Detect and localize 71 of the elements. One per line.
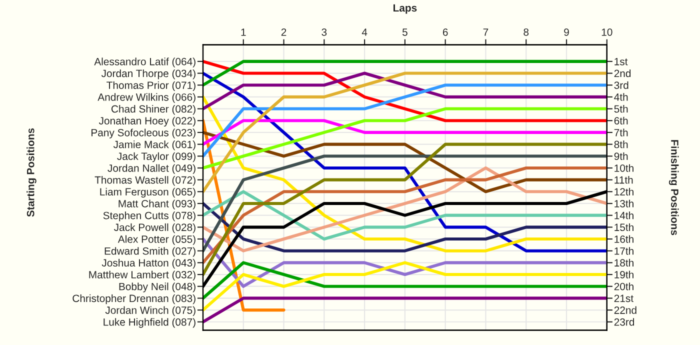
category-label: Liam Ferguson (065) — [100, 188, 196, 198]
y2-tick-label: 12th — [614, 188, 634, 196]
x-tick-label: 7 — [483, 28, 488, 36]
y2-tick-label: 23rd — [614, 318, 634, 326]
x-tick-label: 8 — [524, 28, 529, 36]
y2-tick-label: 16th — [614, 235, 634, 243]
category-label: Chad Shiner (082) — [111, 105, 196, 115]
category-label: Edward Smith (027) — [104, 247, 196, 257]
category-label: Matt Chant (093) — [118, 200, 196, 210]
category-label: Matthew Lambert (032) — [89, 270, 196, 280]
category-label: Andrew Wilkins (066) — [98, 93, 196, 103]
category-label: Stephen Cutts (078) — [103, 212, 196, 222]
line-series — [203, 60, 607, 122]
category-label: Alex Potter (055) — [118, 235, 196, 245]
y2-tick-label: 14th — [614, 212, 634, 220]
line-series — [203, 190, 607, 241]
y2-tick-label: 22nd — [614, 306, 636, 314]
category-label: Luke Highfield (087) — [104, 318, 196, 328]
x-tick-label: 4 — [362, 28, 368, 36]
y2-tick-label: 4th — [614, 93, 628, 101]
y2-tick-label: 11th — [614, 176, 633, 184]
line-series — [203, 84, 607, 158]
y2-tick-label: 3rd — [614, 81, 628, 89]
y2-tick-label: 13th — [614, 200, 634, 208]
x-tick-label: 3 — [322, 28, 327, 36]
x-tick-label: 5 — [402, 28, 408, 36]
y2-tick-label: 6th — [614, 116, 628, 124]
y2-tick-label: 20th — [614, 282, 634, 290]
line-series — [203, 130, 607, 194]
category-label: Jordan Winch (075) — [105, 306, 196, 316]
y2-tick-label: 10th — [614, 164, 634, 172]
line-series — [203, 261, 607, 300]
category-label: Joshua Hatton (043) — [102, 258, 196, 269]
category-label: Bobby Neil (048) — [119, 282, 196, 292]
text: Starting Positions — [26, 128, 36, 217]
category-label: Alessandro Latif (064) — [94, 58, 196, 68]
line-series — [203, 107, 607, 170]
y2-tick-label: 9th — [614, 152, 628, 160]
y2-tick-label: 15th — [614, 223, 634, 232]
category-label: Pany Sofocleous (023) — [92, 128, 196, 138]
x-tick-label: 6 — [442, 28, 448, 36]
category-label: Jack Powell (028) — [114, 223, 196, 234]
y2-tick-label: 7th — [614, 128, 628, 136]
y2-tick-label: 5th — [614, 105, 628, 113]
x-tick-label: 9 — [564, 28, 569, 36]
x-tick-label: 1 — [241, 28, 246, 36]
y2-tick-label: 18th — [614, 258, 634, 267]
category-label: Christopher Drennan (083) — [72, 294, 196, 304]
line-series — [203, 261, 607, 312]
line-series — [203, 72, 607, 194]
x-tick-label: 10 — [602, 28, 612, 36]
line-series — [203, 202, 607, 252]
category-label: Jordan Nallet (049) — [108, 164, 196, 174]
line-series — [203, 72, 607, 110]
category-label: Jonathan Hoey (022) — [98, 116, 196, 127]
category-label: Jack Taylor (099) — [117, 152, 196, 162]
y2-tick-label: 2nd — [614, 69, 631, 78]
line-series — [203, 237, 607, 288]
category-label: Thomas Prior (071) — [106, 81, 196, 92]
line-series — [203, 142, 607, 276]
category-label: Jamie Mack (061) — [113, 140, 196, 150]
y2-axis-title: Finishing Positions — [668, 140, 679, 236]
y2-tick-label: 19th — [614, 270, 634, 278]
x-axis-title: Laps — [393, 4, 417, 14]
y2-tick-label: 17th — [614, 247, 634, 255]
y2-tick-label: 8th — [614, 140, 628, 148]
category-label: Thomas Wastell (072) — [94, 176, 196, 186]
y2-tick-label: 21st — [614, 294, 634, 302]
category-label: Jordan Thorpe (034) — [101, 69, 196, 80]
x-tick-label: 2 — [281, 28, 286, 36]
y2-tick-label: 1st — [614, 58, 628, 66]
